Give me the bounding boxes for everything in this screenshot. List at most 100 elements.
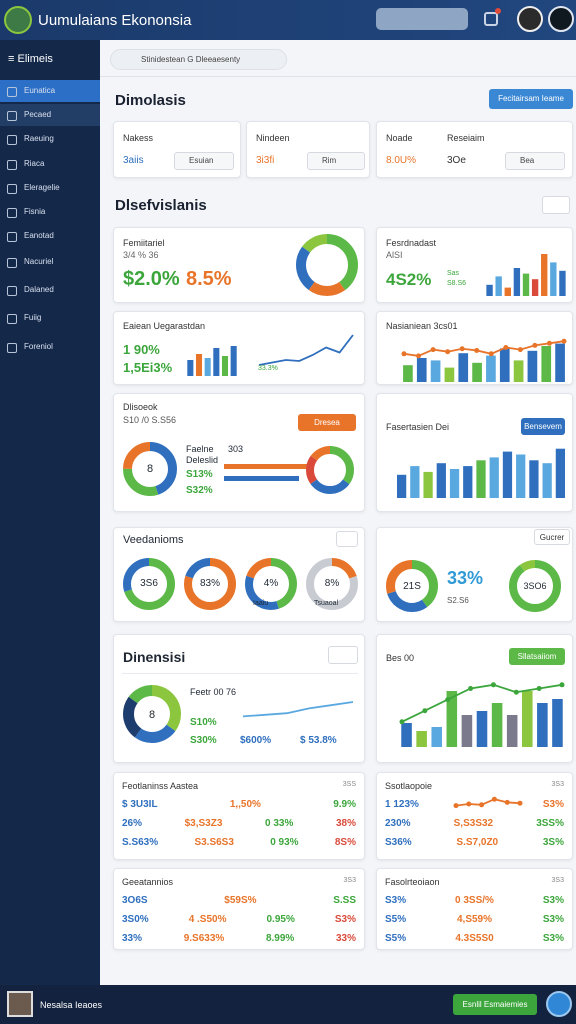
- table-row: S5% 4,S59% S3%: [385, 914, 564, 928]
- bar: [555, 343, 565, 382]
- card-title: Veedanioms: [123, 534, 184, 546]
- table-corner: 3S3: [551, 877, 564, 884]
- nav-item[interactable]: Eanotad: [0, 225, 100, 247]
- donut-chart: [509, 560, 561, 612]
- nav-item[interactable]: Raeuing: [0, 128, 100, 150]
- sidebar: ≡ Elimeis Eunatica Pecaed Raeuing Riaca Eler…: [0, 40, 100, 985]
- donut-segment: [123, 442, 177, 496]
- bar: [502, 451, 513, 498]
- line-point: [559, 682, 565, 688]
- table-cell: 230%: [385, 818, 411, 829]
- donut-segment: [509, 560, 561, 612]
- filter-select[interactable]: Rim: [307, 152, 365, 170]
- table-card: Ssotlaopoie 3S3 1 123% S3% 230% S,S3S32 3SS% S3…: [376, 772, 573, 860]
- sparkline: [453, 796, 523, 809]
- bar: [461, 715, 473, 747]
- nav-item[interactable]: Fuiig: [0, 307, 100, 329]
- sidebar-title-text: Elimeis: [17, 53, 53, 65]
- bar: [499, 348, 510, 382]
- table-cell: 38%: [335, 818, 356, 829]
- dropdown[interactable]: [336, 531, 358, 547]
- bar: [491, 703, 503, 747]
- card-button[interactable]: Sllatsaiiom: [509, 648, 565, 665]
- combo-chart: [401, 338, 567, 382]
- legend-label: 303: [228, 444, 244, 454]
- card-button[interactable]: Gucrer: [534, 529, 570, 545]
- donut-center: 21S: [403, 581, 421, 592]
- table-cell: S.S63%: [122, 837, 159, 848]
- filter-select[interactable]: Bea: [505, 152, 565, 170]
- help-button[interactable]: [546, 991, 572, 1017]
- donut-segment: [306, 446, 354, 494]
- line-point: [479, 802, 485, 808]
- bar: [527, 350, 538, 382]
- footer-button[interactable]: Esnlil Esmaiemies: [453, 994, 537, 1015]
- bar: [521, 691, 533, 747]
- filter-card: Nakess 3aiis Esuian: [113, 121, 241, 178]
- filter-value: 3i3fi: [256, 155, 275, 166]
- bar: [476, 711, 488, 747]
- section-title: Dlsefvislanis: [115, 197, 207, 214]
- table-cell: S5%: [385, 914, 407, 925]
- dropdown[interactable]: [542, 196, 570, 214]
- filter-select[interactable]: Esuian: [174, 152, 234, 170]
- filter-value: 3Oe: [447, 155, 466, 166]
- table-corner: 3S3: [551, 781, 564, 788]
- nav-item[interactable]: Riaca: [0, 153, 100, 175]
- table-cell: S3%: [385, 895, 407, 906]
- donut-segment: [184, 558, 236, 610]
- footer-avatar: [7, 991, 33, 1017]
- nav-item[interactable]: Eleragelie: [0, 177, 100, 199]
- line-point: [468, 686, 474, 691]
- line-point: [430, 347, 436, 353]
- bar: [463, 466, 473, 498]
- nav-item[interactable]: Foreniol: [0, 336, 100, 358]
- table-cell: 3S0%: [122, 914, 149, 925]
- dropdown[interactable]: [328, 646, 358, 664]
- nav-item[interactable]: Pecaed: [0, 104, 100, 126]
- table-cell: 3SS%: [536, 818, 564, 829]
- bar: [522, 273, 530, 296]
- card-title: Bes 00: [386, 653, 415, 663]
- bar: [213, 348, 220, 376]
- bar: [541, 346, 552, 382]
- table-title: Geeatannios: [122, 877, 174, 887]
- card-button[interactable]: Bensevem: [521, 418, 565, 435]
- card-title: Nasianiean 3cs01: [386, 321, 458, 331]
- notifications[interactable]: [484, 12, 498, 26]
- bar: [396, 474, 407, 498]
- nav-item[interactable]: Fisnia: [0, 201, 100, 223]
- donut-segment: [296, 234, 358, 296]
- table-cell: 9.9%: [333, 799, 356, 810]
- donut-segment: [245, 558, 297, 610]
- bar: [446, 691, 458, 747]
- donut-segment: [386, 560, 438, 612]
- nav-item[interactable]: Nacuriel: [0, 251, 100, 273]
- search-toggle[interactable]: [376, 8, 468, 30]
- chart-card: Eaiean Uegarastdan 1 90% 1,5Ei3% 33.3%: [113, 311, 365, 385]
- line: [258, 334, 354, 366]
- search-box[interactable]: Stinidestean G Dleeaesenty: [110, 49, 287, 70]
- table-cell: S3%: [542, 933, 564, 944]
- donut-center: 8: [148, 709, 156, 721]
- table-cell: S,S3S32: [453, 818, 494, 829]
- table-cell: S3%: [334, 914, 356, 925]
- line-point: [416, 353, 422, 359]
- filter-card: Noade Reseiaim 8.0U% 3Oe Bea: [376, 121, 573, 178]
- donut-segment: [123, 558, 175, 610]
- nav-item[interactable]: Eunatica: [0, 80, 100, 102]
- primary-button[interactable]: Fecitairsam Ieame: [489, 89, 573, 109]
- table-title: Feotlaninss Aastea: [122, 781, 199, 791]
- avatar[interactable]: [517, 6, 543, 32]
- nav-item[interactable]: Dalaned: [0, 279, 100, 301]
- card-title: Femiitariel: [123, 238, 165, 248]
- bar: [489, 457, 499, 498]
- profile[interactable]: [548, 6, 574, 32]
- table-title: Fasolrteoiaon: [385, 877, 440, 887]
- card-button[interactable]: Dresea: [298, 414, 356, 431]
- table-cell: 4.3S5S0: [455, 933, 494, 944]
- line-chart: [258, 334, 354, 366]
- gauge: [184, 558, 236, 610]
- line-point: [490, 682, 496, 688]
- bar: [403, 365, 413, 382]
